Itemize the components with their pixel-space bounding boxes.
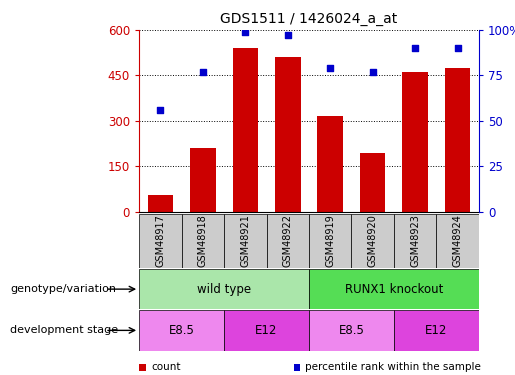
Text: GSM48923: GSM48923: [410, 214, 420, 267]
Bar: [139, 310, 224, 351]
Text: wild type: wild type: [197, 283, 251, 296]
Point: [199, 69, 207, 75]
Text: E12: E12: [425, 324, 448, 337]
Bar: [360, 153, 385, 212]
Text: GSM48922: GSM48922: [283, 214, 293, 267]
Text: GSM48924: GSM48924: [453, 214, 462, 267]
Point: [326, 65, 334, 71]
Point: [284, 33, 292, 39]
Title: GDS1511 / 1426024_a_at: GDS1511 / 1426024_a_at: [220, 12, 398, 26]
Bar: [394, 214, 437, 268]
Text: E12: E12: [255, 324, 278, 337]
Text: GSM48917: GSM48917: [156, 214, 165, 267]
Bar: [224, 214, 267, 268]
Point: [156, 107, 164, 113]
Bar: [351, 214, 394, 268]
Bar: [275, 57, 301, 212]
Bar: [317, 116, 343, 212]
Bar: [139, 269, 309, 309]
Bar: [394, 310, 479, 351]
Bar: [436, 214, 479, 268]
Bar: [309, 310, 394, 351]
Bar: [309, 269, 479, 309]
Bar: [182, 214, 224, 268]
Point: [241, 29, 249, 35]
Text: RUNX1 knockout: RUNX1 knockout: [345, 283, 443, 296]
Text: GSM48919: GSM48919: [325, 214, 335, 267]
Text: GSM48918: GSM48918: [198, 214, 208, 267]
Bar: [148, 195, 173, 212]
Point: [411, 45, 419, 51]
Point: [369, 69, 377, 75]
Text: E8.5: E8.5: [338, 324, 365, 337]
Bar: [224, 310, 309, 351]
Text: genotype/variation: genotype/variation: [10, 284, 116, 294]
Point: [454, 45, 462, 51]
Text: GSM48920: GSM48920: [368, 214, 377, 267]
Text: E8.5: E8.5: [168, 324, 195, 337]
Bar: [267, 214, 309, 268]
Text: GSM48921: GSM48921: [241, 214, 250, 267]
Bar: [233, 48, 258, 212]
Text: count: count: [151, 362, 180, 372]
Text: development stage: development stage: [10, 326, 118, 335]
Bar: [309, 214, 351, 268]
Bar: [139, 214, 182, 268]
Text: percentile rank within the sample: percentile rank within the sample: [305, 362, 482, 372]
Bar: [190, 148, 216, 212]
Bar: [445, 68, 471, 212]
Bar: [402, 72, 428, 212]
